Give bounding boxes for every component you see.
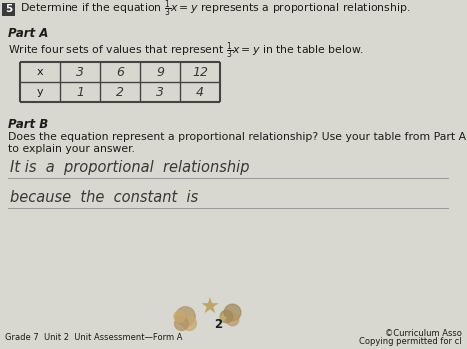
FancyBboxPatch shape bbox=[2, 3, 15, 16]
Text: ★: ★ bbox=[200, 298, 220, 318]
Text: 9: 9 bbox=[156, 66, 164, 79]
Text: It is  a  proportional  relationship: It is a proportional relationship bbox=[10, 160, 249, 175]
Text: ©Curriculum Asso: ©Curriculum Asso bbox=[385, 329, 462, 338]
Text: 2: 2 bbox=[214, 319, 222, 332]
Text: 5: 5 bbox=[5, 5, 12, 15]
Text: 6: 6 bbox=[116, 66, 124, 79]
Text: 1: 1 bbox=[76, 86, 84, 98]
Text: Copying permitted for cl: Copying permitted for cl bbox=[360, 337, 462, 346]
Text: to explain your answer.: to explain your answer. bbox=[8, 144, 135, 154]
Text: Grade 7  Unit 2  Unit Assessment—Form A: Grade 7 Unit 2 Unit Assessment—Form A bbox=[5, 334, 183, 342]
Text: y: y bbox=[37, 87, 43, 97]
Text: 2: 2 bbox=[116, 86, 124, 98]
Text: 3: 3 bbox=[156, 86, 164, 98]
Text: Write four sets of values that represent $\frac{1}{3}x = y$ in the table below.: Write four sets of values that represent… bbox=[8, 41, 364, 62]
Text: because  the  constant  is: because the constant is bbox=[10, 190, 198, 205]
Text: 4: 4 bbox=[196, 86, 204, 98]
Text: Part A: Part A bbox=[8, 27, 49, 40]
Text: 3: 3 bbox=[76, 66, 84, 79]
Text: x: x bbox=[37, 67, 43, 77]
Text: Determine if the equation $\frac{1}{3}x = y$ represents a proportional relations: Determine if the equation $\frac{1}{3}x … bbox=[20, 0, 410, 20]
Text: ✦: ✦ bbox=[216, 313, 228, 327]
Text: Part B: Part B bbox=[8, 118, 48, 131]
Text: Does the equation represent a proportional relationship? Use your table from Par: Does the equation represent a proportion… bbox=[8, 132, 466, 142]
Text: 12: 12 bbox=[192, 66, 208, 79]
